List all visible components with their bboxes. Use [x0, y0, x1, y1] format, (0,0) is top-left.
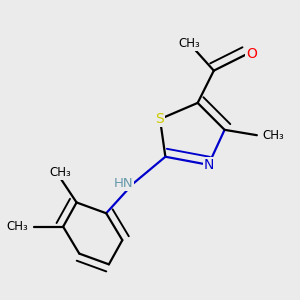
Text: HN: HN	[113, 177, 133, 190]
Text: CH₃: CH₃	[262, 129, 284, 142]
Text: CH₃: CH₃	[50, 167, 71, 179]
Text: O: O	[246, 47, 257, 61]
Text: CH₃: CH₃	[179, 37, 200, 50]
Text: N: N	[203, 158, 214, 172]
Text: CH₃: CH₃	[6, 220, 28, 233]
Text: S: S	[156, 112, 164, 126]
